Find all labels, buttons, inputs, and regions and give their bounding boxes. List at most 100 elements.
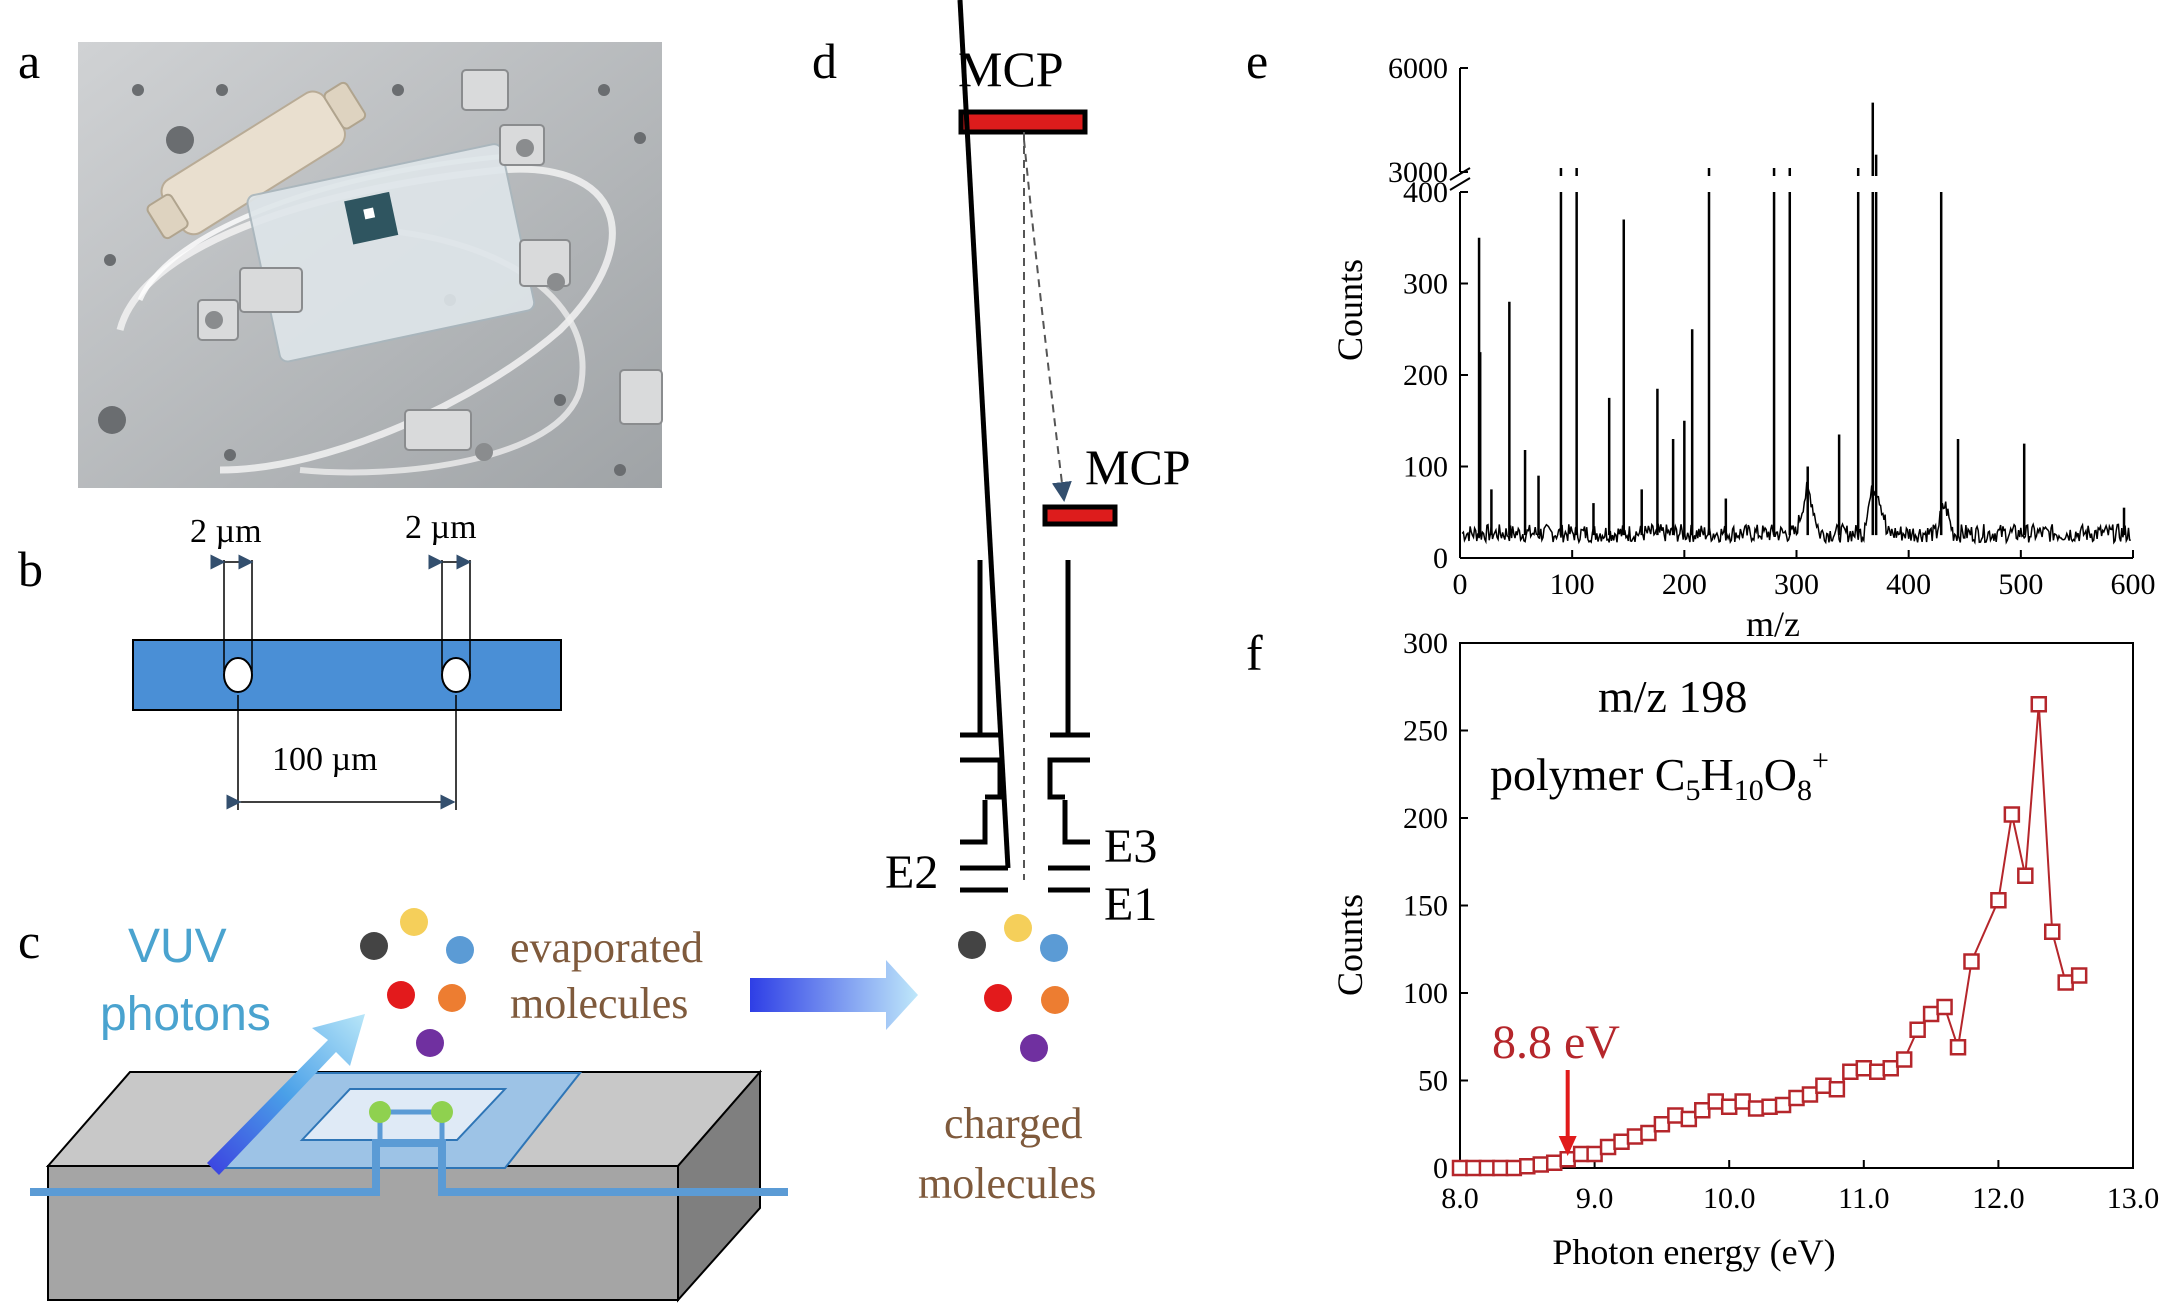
f-data-point — [1519, 1158, 1536, 1175]
evaporated-label-2: molecules — [510, 979, 688, 1028]
panel-d: d MCP MCP E2 E3 E1 — [812, 0, 1191, 1208]
mcp-side-detector — [1042, 504, 1118, 527]
molecule-dot — [1020, 1034, 1048, 1062]
e-x-tick-label: 600 — [2111, 568, 2156, 601]
f-data-point — [1451, 1159, 1469, 1177]
mcp-side-label: MCP — [1085, 439, 1191, 495]
f-data-point — [1599, 1138, 1617, 1156]
f-title-line1: m/z 198 — [1598, 671, 1747, 722]
f-data-point — [1465, 1159, 1482, 1177]
e-y-tick-label: 100 — [1403, 451, 1448, 484]
e3-label: E3 — [1104, 820, 1157, 873]
f-data-point — [1895, 1051, 1913, 1068]
vuv-label-2: photons — [100, 988, 271, 1041]
panel-d-label: d — [812, 33, 837, 89]
molecule-dot — [984, 984, 1012, 1012]
f-data-point — [1505, 1159, 1523, 1177]
f-data-point — [1572, 1145, 1590, 1163]
e-x-tick-label: 100 — [1550, 568, 1595, 601]
molecule-dot — [360, 932, 388, 960]
f-data-point — [1815, 1077, 1832, 1094]
e-y-tick-label: 400 — [1403, 176, 1448, 209]
dim-spacing-label: 100 µm — [272, 741, 378, 778]
chip-front-face — [47, 1165, 679, 1301]
f-y-tick-label: 300 — [1403, 627, 1448, 660]
f-data-point — [1545, 1154, 1563, 1171]
panel-b-label: b — [18, 541, 43, 597]
f-data-point — [1613, 1133, 1630, 1150]
reflectron-flight-path — [1023, 139, 1072, 502]
f-annotation: 8.8 eV — [1492, 1016, 1620, 1069]
f-data-point — [1734, 1093, 1751, 1110]
f-data-point — [1492, 1159, 1509, 1177]
f-data-point — [1653, 1116, 1671, 1133]
molecule-dot — [1041, 986, 1069, 1014]
f-data-point — [2070, 967, 2088, 984]
f-data-point — [1909, 1021, 1926, 1038]
f-data-point — [1990, 892, 2007, 909]
mcp-top-detector — [958, 109, 1088, 135]
e-x-tick-label: 200 — [1662, 568, 1707, 601]
e-y-tick-label: 0 — [1433, 542, 1448, 575]
microfluidic-channel — [30, 1139, 788, 1196]
charged-label-1: charged — [944, 1099, 1082, 1148]
f-data-point — [1949, 1039, 1967, 1056]
microchannel-left — [223, 657, 253, 693]
f-data-point — [2017, 867, 2034, 884]
panel-b: b 2 µm 2 µm 100 µm — [18, 509, 562, 810]
f-data-point — [1761, 1098, 1778, 1115]
molecule-dot — [1040, 934, 1068, 962]
e-y-tick-label: 300 — [1403, 268, 1448, 301]
f-data-point — [1747, 1100, 1765, 1117]
f-data-point — [1680, 1110, 1698, 1128]
f-data-point — [1855, 1060, 1873, 1077]
microchannel-right — [441, 657, 471, 693]
molecule-dot — [416, 1029, 444, 1057]
molecule-dot — [446, 936, 474, 964]
f-data-point — [1707, 1093, 1724, 1110]
channel-node-right — [431, 1101, 453, 1123]
molecule-dot — [958, 931, 986, 959]
vuv-beam-arrow — [207, 1014, 365, 1175]
f-y-tick-label: 50 — [1418, 1065, 1448, 1098]
f-y-tick-label: 250 — [1403, 715, 1448, 748]
channel-node-left — [369, 1101, 391, 1123]
f-data-point — [1640, 1124, 1657, 1142]
molecule-dot — [387, 981, 415, 1009]
f-data-point — [1869, 1063, 1886, 1080]
panel-a-label: a — [18, 33, 40, 89]
f-data-point — [1882, 1060, 1899, 1077]
transfer-arrow — [750, 960, 918, 1030]
e-xlabel: m/z — [1746, 604, 1800, 644]
e-y-tick-label: 200 — [1403, 359, 1448, 392]
f-data-point — [1922, 1005, 1940, 1023]
panel-f: f 8.0 9.0 10.0 11.0 12.0 13.0 0 50 100 150 200 250 3… — [1246, 625, 2159, 1272]
f-annotation-arrowhead — [1558, 1136, 1577, 1156]
f-plot-frame — [1459, 642, 2134, 1169]
ion-optics — [957, 0, 1090, 893]
f-data-point — [1801, 1086, 1819, 1103]
f-x-tick-label: 13.0 — [2107, 1182, 2160, 1215]
e-y-tick-label: 6000 — [1388, 52, 1448, 85]
f-data-point — [2003, 806, 2021, 823]
f-data-point — [1626, 1128, 1644, 1145]
panel-a: a — [18, 33, 663, 488]
e-axis-break-mark — [1449, 167, 1471, 181]
evaporated-label-1: evaporated — [510, 923, 703, 972]
panel-f-label: f — [1246, 625, 1263, 681]
molecule-dot — [400, 908, 428, 936]
f-ylabel: Counts — [1330, 894, 1370, 996]
e-x-tick-label: 0 — [1453, 568, 1468, 601]
panel-c-label: c — [18, 913, 40, 969]
mcp-top-label: MCP — [958, 41, 1064, 97]
f-title-line2: polymer C5H10O8+ — [1490, 744, 1829, 807]
vuv-label-1: VUV — [128, 920, 227, 973]
f-x-tick-label: 9.0 — [1576, 1182, 1614, 1215]
dim-left-label: 2 µm — [190, 513, 262, 550]
f-x-tick-label: 8.0 — [1441, 1182, 1479, 1215]
charged-label-2: molecules — [918, 1159, 1096, 1208]
e2-label: E2 — [885, 846, 938, 899]
f-data-point — [1774, 1096, 1792, 1114]
